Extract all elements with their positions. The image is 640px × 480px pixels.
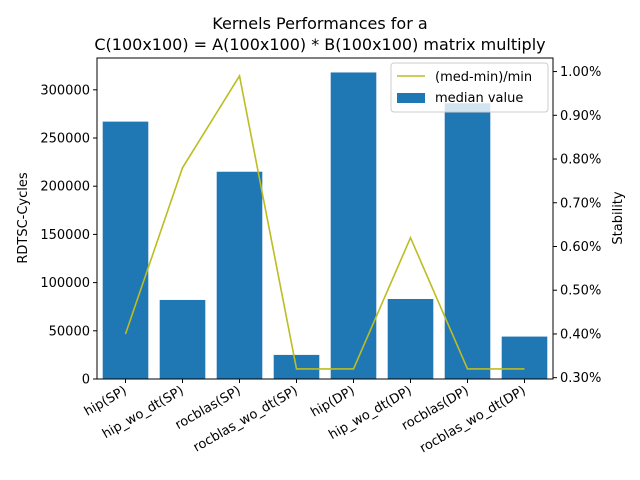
y-tick-label: 50000 <box>49 324 90 339</box>
bar-0 <box>102 121 149 380</box>
chart-subtitle: C(100x100) = A(100x100) * B(100x100) mat… <box>94 35 545 54</box>
plot-frame <box>96 57 554 380</box>
y2-tick-label: 0.60% <box>560 240 601 255</box>
x-tick-label: rocblas_wo_dt(DP) <box>417 383 528 456</box>
legend-label-bar: median value <box>435 91 523 106</box>
bar-group <box>102 72 548 380</box>
legend-bar-swatch <box>397 93 425 103</box>
bar-4 <box>330 72 377 379</box>
legend-label-line: (med-min)/min <box>435 70 532 85</box>
y-tick-label: 100000 <box>40 276 90 291</box>
y-tick-label: 200000 <box>40 180 90 195</box>
x-tick-label: rocblas_wo_dt(SP) <box>191 383 301 455</box>
y-tick-label: 250000 <box>40 132 90 147</box>
y2-tick-label: 0.30% <box>560 371 601 386</box>
y2-tick-label: 0.40% <box>560 327 601 342</box>
bar-7 <box>501 336 548 379</box>
chart-title: Kernels Performances for a <box>212 14 427 33</box>
bar-2 <box>216 171 263 379</box>
y2-tick-label: 0.90% <box>560 109 601 124</box>
stability-line <box>124 73 525 370</box>
bar-1 <box>159 299 206 379</box>
legend: (med-min)/min median value <box>390 62 549 113</box>
line-layer <box>124 73 525 370</box>
y2-tick-label: 0.50% <box>560 284 601 299</box>
y2-tick-label: 0.70% <box>560 196 601 211</box>
bar-6 <box>444 103 491 379</box>
y-tick-label: 150000 <box>40 228 90 243</box>
x-tick-label: hip(SP) <box>82 383 130 419</box>
bar-5 <box>387 298 434 379</box>
y-tick-label: 0 <box>82 373 90 388</box>
y2-tick-label: 0.80% <box>560 153 601 168</box>
legend-box <box>390 62 549 113</box>
y2-tick-label: 1.00% <box>560 65 601 80</box>
x-tick-label: hip(DP) <box>308 383 357 420</box>
y2-axis-label: Stability <box>611 191 626 245</box>
y-axis-label: RDTSC-Cycles <box>16 172 31 264</box>
y-tick-label: 300000 <box>40 83 90 98</box>
